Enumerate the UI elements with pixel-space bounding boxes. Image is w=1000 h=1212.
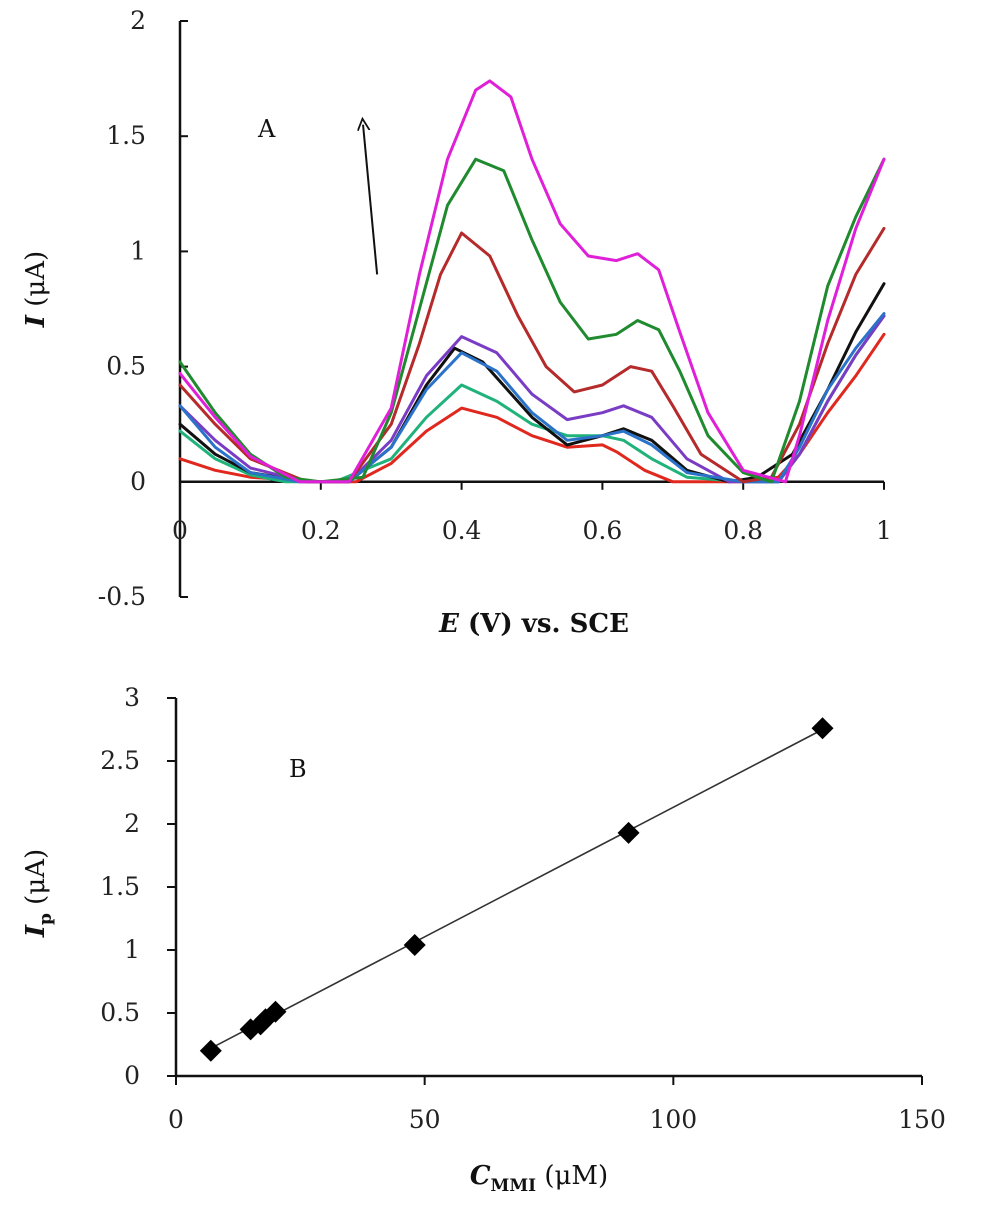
y-tick-label: 2: [124, 809, 140, 838]
data-point-marker: [403, 933, 426, 956]
x-tick-label: 150: [898, 1105, 946, 1134]
x-tick-label: 100: [649, 1105, 697, 1134]
y-tick-label: 1: [130, 236, 146, 265]
panel-b-calibration-plot: 0 0.5 1 1.5 2 2.5 3 0 50 100 150 CMMI (μM) Ip (μA) B: [21, 683, 946, 1196]
x-tick-label: 1: [876, 516, 892, 545]
x-axis-title-units: (V) vs. SCE: [459, 609, 629, 639]
y-axis-title: I (μA): [21, 251, 51, 328]
y-tick-label: 0.5: [100, 998, 140, 1027]
panel-label: B: [289, 755, 307, 783]
x-tick-label: 50: [409, 1105, 441, 1134]
x-axis-title-units: (μM): [536, 1161, 608, 1191]
y-axis-title-units: (μA): [21, 251, 51, 315]
y-tick-label: 2.5: [100, 746, 140, 775]
y-tick-label: -0.5: [98, 582, 146, 611]
y-tick-label: 1.5: [100, 872, 140, 901]
x-axis-title: E (V) vs. SCE: [438, 609, 629, 639]
y-tick-label: 0: [130, 467, 146, 496]
y-tick-label: 2: [130, 6, 146, 35]
panel-a-voltammograms: -0.5 0 0.5 1 1.5 2 0 0.2 0.4 0.6 0.8 1 E (V) vs. SCE…: [21, 6, 892, 639]
data-point-marker: [264, 1000, 287, 1023]
x-axis-title: CMMI (μM): [470, 1161, 608, 1196]
x-tick-label: 0: [172, 516, 188, 545]
data-point-marker: [811, 717, 834, 740]
y-axis-title: Ip (μA): [21, 849, 56, 938]
data-point-marker: [199, 1039, 222, 1062]
panel-label: A: [257, 115, 276, 143]
x-tick-label: 0: [168, 1105, 184, 1134]
y-tick-label: 1: [124, 935, 140, 964]
y-axis-title-symbol: I: [21, 924, 51, 938]
x-tick-label: 0.2: [301, 516, 341, 545]
y-tick-label: 3: [124, 683, 140, 712]
voltammogram-curve-8: [178, 79, 886, 484]
y-tick-label: 0.5: [106, 352, 146, 381]
voltammogram-curve-3: [178, 282, 886, 484]
voltammogram-curve-6: [178, 226, 886, 484]
y-tick-label: 1.5: [106, 121, 146, 150]
data-point-marker: [617, 821, 640, 844]
y-axis-title-symbol: I: [21, 314, 51, 328]
voltammogram-curve-7: [178, 157, 886, 484]
x-tick-label: 0.6: [583, 516, 623, 545]
x-axis-title-symbol: C: [470, 1161, 491, 1191]
linear-fit-line: [210, 728, 823, 1049]
x-tick-label: 0.8: [723, 516, 763, 545]
increase-arrow: [363, 125, 379, 275]
y-axis-title-units: (μA): [21, 849, 51, 913]
x-axis-title-symbol: E: [438, 609, 460, 639]
x-axis-title-subscript: MMI: [491, 1176, 537, 1196]
y-axis-title-subscript: p: [36, 913, 56, 925]
y-tick-label: 0: [124, 1061, 140, 1090]
x-tick-label: 0.4: [442, 516, 482, 545]
